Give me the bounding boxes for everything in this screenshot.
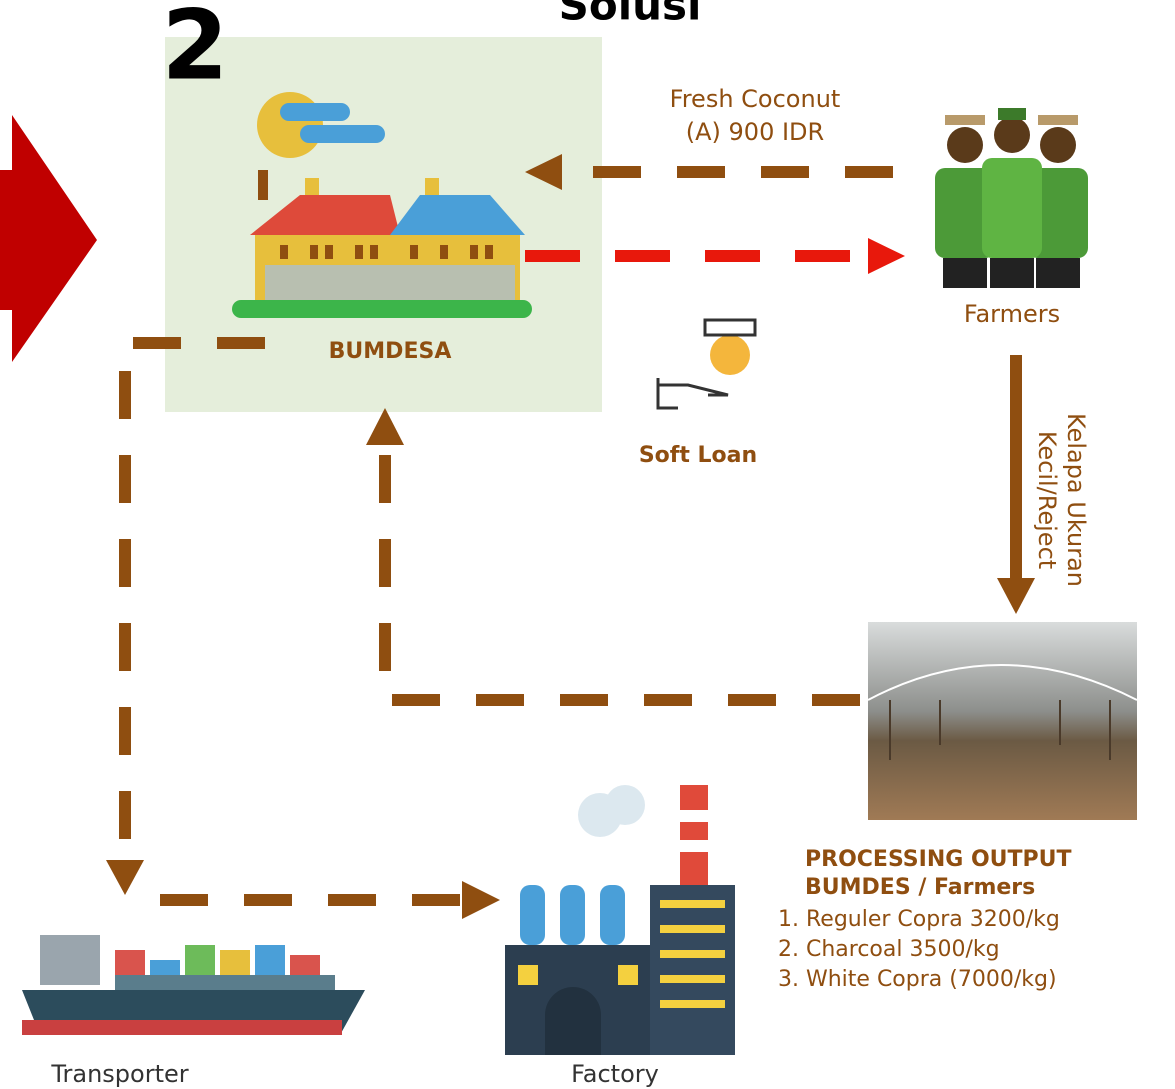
processing-item: 2. Charcoal 3500/kg [778,937,1000,962]
greenhouse-photo [868,622,1137,820]
farmers-icon [935,108,1088,288]
flow-arrow [385,450,860,700]
processing-item: 1. Reguler Copra 3200/kg [778,907,1060,932]
factory-icon [505,785,735,1055]
processing-subtitle: BUMDES / Farmers [805,875,1035,900]
arrowhead [462,881,500,919]
soft-loan-label: Soft Loan [639,443,757,468]
ship-icon [22,935,365,1035]
processing-item: 3. White Copra (7000/kg) [778,967,1057,992]
farmers-label: Farmers [964,300,1060,328]
flow-arrow [125,343,265,862]
arrowhead [366,408,404,445]
factory-label: Factory [571,1060,659,1088]
diagram: Solusi 2 BUMDESA Fresh Coconut (A) 900 I… [0,0,1175,1089]
soft-loan-icon [658,320,755,408]
edge-label: Kelapa Ukuran [1062,413,1090,587]
arrowhead [997,578,1035,614]
edge-label: Kecil/Reject [1033,431,1061,569]
bumdesa-label: BUMDESA [329,339,452,364]
arrowhead [106,860,144,895]
edge-label: (A) 900 IDR [686,118,824,146]
page: Solusi 2 BUMDESA Fresh Coconut (A) 900 I… [0,0,1175,1089]
transporter-label: Transporter [50,1060,188,1088]
reject-arrow [1010,355,1022,580]
processing-title: PROCESSING OUTPUT [805,847,1072,872]
arrowhead [868,238,905,274]
step-number: 2 [162,0,229,101]
edge-label: Fresh Coconut [670,85,841,113]
big-arrow [0,115,97,362]
title: Solusi [559,0,702,30]
